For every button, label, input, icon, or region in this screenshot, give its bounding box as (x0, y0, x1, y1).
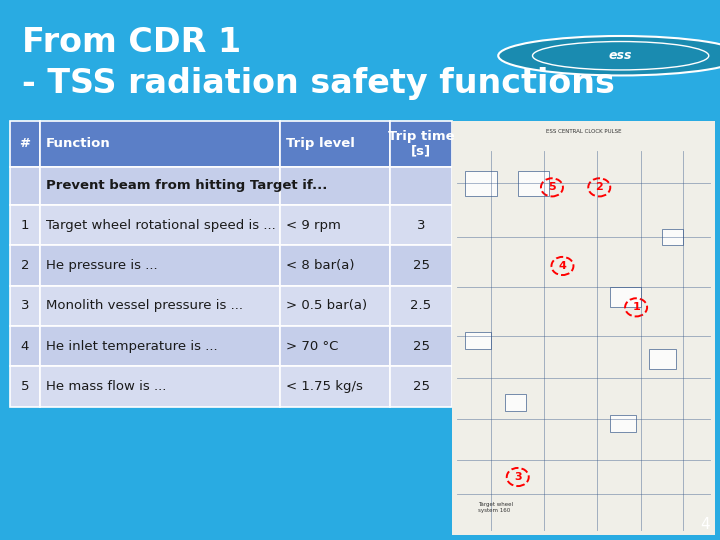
Bar (662, 229, 683, 245)
Bar (505, 394, 526, 411)
Bar (10, 166, 40, 205)
Text: Function: Function (46, 137, 111, 150)
Bar (390, 245, 452, 286)
Bar (280, 367, 390, 407)
Text: > 70 °C: > 70 °C (286, 340, 338, 353)
Bar (280, 326, 390, 367)
Bar (280, 286, 390, 326)
Text: 4: 4 (21, 340, 30, 353)
Bar (649, 349, 675, 369)
Bar (518, 171, 549, 195)
Text: > 0.5 bar(a): > 0.5 bar(a) (286, 299, 367, 312)
Text: He inlet temperature is ...: He inlet temperature is ... (46, 340, 217, 353)
Bar (452, 121, 715, 535)
Bar (465, 332, 492, 349)
Text: 3: 3 (514, 472, 521, 482)
Bar (390, 166, 452, 205)
Text: Target wheel
system 160: Target wheel system 160 (478, 502, 513, 513)
Text: 3: 3 (417, 219, 426, 232)
Bar (390, 205, 452, 245)
Bar (40, 286, 280, 326)
Bar (610, 415, 636, 431)
Bar (610, 287, 642, 307)
Text: Prevent beam from hitting Target if...: Prevent beam from hitting Target if... (46, 179, 328, 192)
Bar (390, 121, 452, 166)
Circle shape (498, 36, 720, 76)
Bar (465, 171, 497, 195)
Text: 2.5: 2.5 (410, 299, 431, 312)
Bar (40, 121, 280, 166)
Bar (280, 166, 390, 205)
Bar (390, 286, 452, 326)
Bar (280, 245, 390, 286)
Text: #: # (19, 137, 30, 150)
Bar (280, 205, 390, 245)
Text: Trip time
[s]: Trip time [s] (387, 130, 454, 158)
Text: 2: 2 (595, 183, 603, 192)
Text: 2: 2 (21, 259, 30, 272)
Text: 5: 5 (548, 183, 556, 192)
Text: 25: 25 (413, 380, 430, 393)
Bar (10, 245, 40, 286)
Text: From CDR 1: From CDR 1 (22, 25, 240, 58)
Text: < 1.75 kg/s: < 1.75 kg/s (286, 380, 363, 393)
Text: Monolith vessel pressure is ...: Monolith vessel pressure is ... (46, 299, 243, 312)
Text: He mass flow is ...: He mass flow is ... (46, 380, 166, 393)
Bar (40, 367, 280, 407)
Text: 25: 25 (413, 340, 430, 353)
Text: 4: 4 (701, 517, 710, 532)
Bar (10, 205, 40, 245)
Text: Target wheel rotational speed is ...: Target wheel rotational speed is ... (46, 219, 276, 232)
Bar (390, 367, 452, 407)
Bar (390, 326, 452, 367)
Text: He pressure is ...: He pressure is ... (46, 259, 158, 272)
Text: 25: 25 (413, 259, 430, 272)
Text: ESS CENTRAL CLOCK PULSE: ESS CENTRAL CLOCK PULSE (546, 129, 621, 134)
Bar (40, 326, 280, 367)
Text: < 9 rpm: < 9 rpm (286, 219, 341, 232)
Bar (40, 245, 280, 286)
Bar (10, 121, 40, 166)
Text: < 8 bar(a): < 8 bar(a) (286, 259, 354, 272)
Text: 1: 1 (21, 219, 30, 232)
Text: 4: 4 (559, 261, 567, 271)
Text: 5: 5 (21, 380, 30, 393)
Bar (280, 121, 390, 166)
Text: Trip level: Trip level (286, 137, 355, 150)
Bar (40, 166, 280, 205)
Text: 1: 1 (632, 302, 640, 312)
Bar (10, 286, 40, 326)
Bar (10, 326, 40, 367)
Text: - TSS radiation safety functions: - TSS radiation safety functions (22, 68, 614, 100)
Text: 3: 3 (21, 299, 30, 312)
Bar (10, 367, 40, 407)
Text: ess: ess (609, 49, 632, 62)
Bar (40, 205, 280, 245)
